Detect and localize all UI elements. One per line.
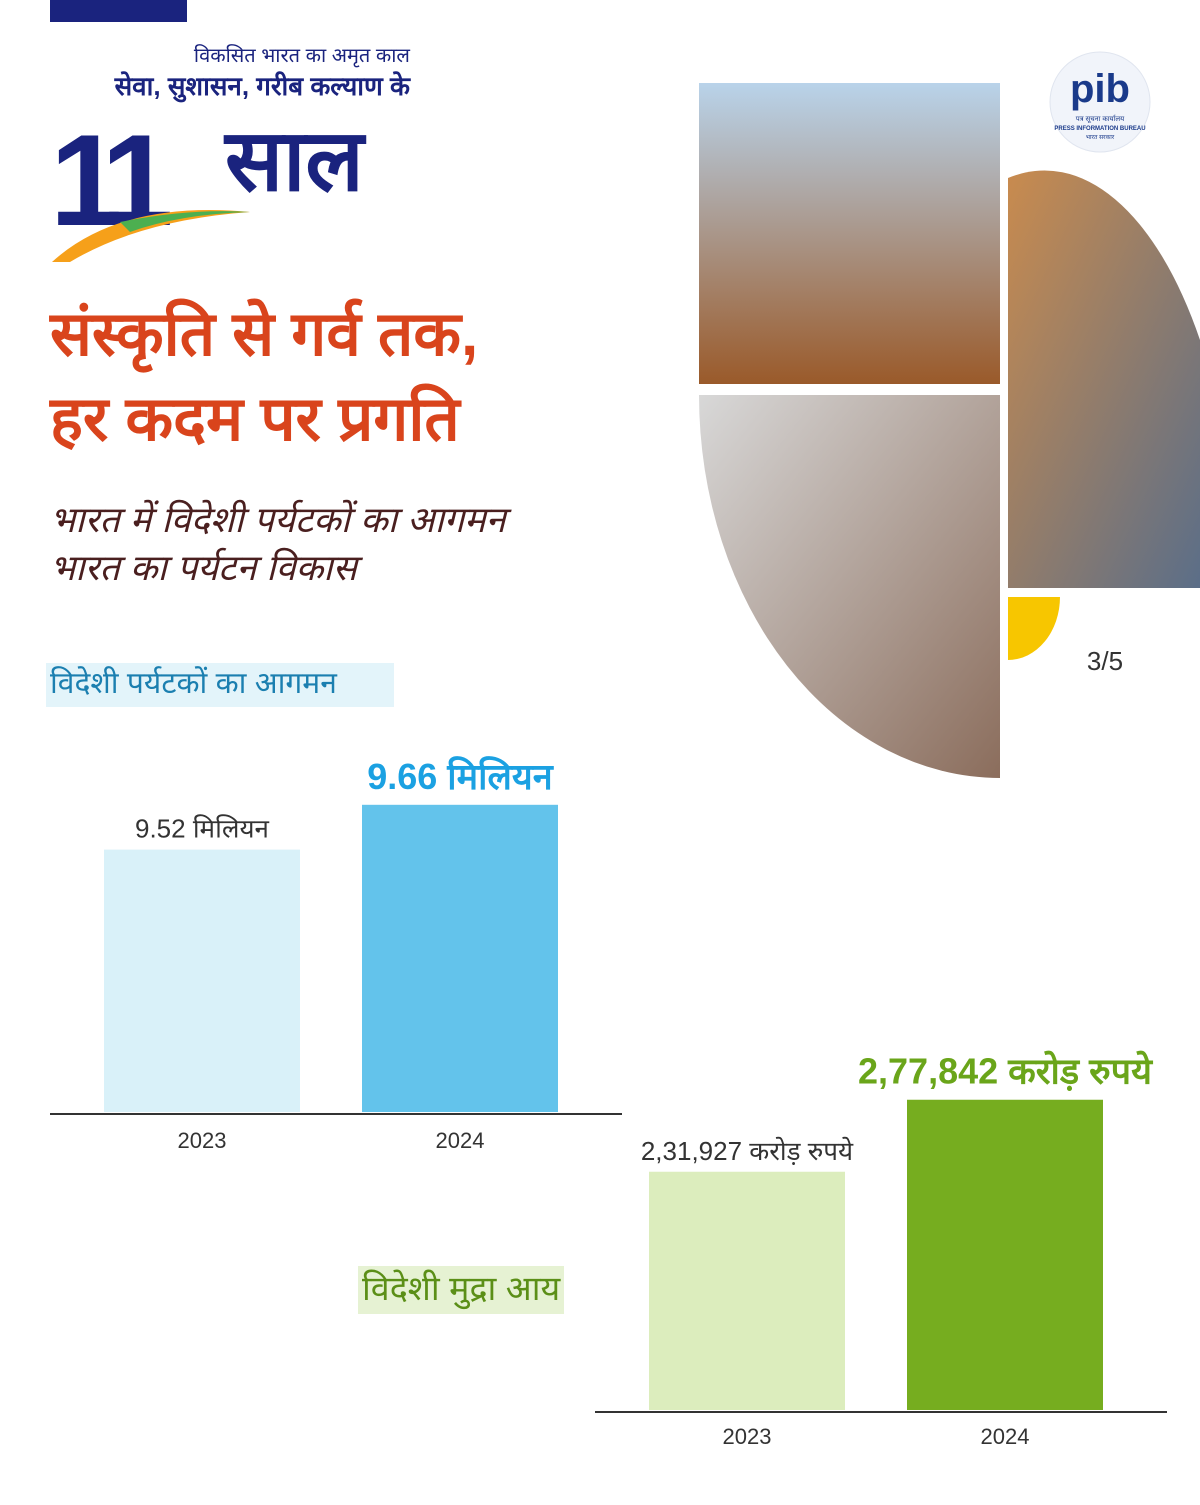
x-tick-label: 2024 (981, 1424, 1030, 1449)
logo-mark: pib (1070, 67, 1130, 111)
bar (907, 1099, 1103, 1410)
headline: संस्कृति से गर्व तक, (49, 298, 478, 373)
headline: हर कदम पर प्रगति (49, 383, 462, 454)
decoration (1008, 597, 1060, 660)
logo-hindi: पत्र सूचना कार्यालय (1076, 114, 1125, 123)
logo-english: PRESS INFORMATION BUREAU (1054, 126, 1145, 132)
chart-title-bg (358, 1266, 564, 1314)
bar (362, 804, 558, 1112)
bar (104, 849, 300, 1112)
photo (699, 83, 1000, 384)
top-bar (50, 0, 187, 22)
photo (699, 395, 1000, 778)
word: साल (223, 113, 366, 209)
tagline: विकसित भारत का अमृत काल (194, 44, 411, 68)
value-label: 9.66 मिलियन (367, 756, 555, 797)
swoosh-green (120, 211, 250, 232)
subheadline: भारत में विदेशी पर्यटकों का आगमन (50, 499, 513, 540)
chart-title: विदेशी मुद्रा आय (362, 1269, 562, 1310)
logo (1049, 51, 1151, 153)
chart-title-bg (46, 663, 394, 707)
value-label: 2,77,842 करोड़ रुपये (858, 1051, 1153, 1092)
logo-govt: भारत सरकार (1086, 135, 1115, 141)
value-label: 2,31,927 करोड़ रुपये (641, 1136, 854, 1166)
subheadline: भारत का पर्यटन विकास (50, 547, 364, 588)
subtitle: सेवा, सुशासन, गरीब कल्याण के (114, 71, 411, 103)
page-indicator: 3/5 (1087, 646, 1123, 676)
x-tick-label: 2023 (723, 1424, 772, 1449)
chart-title: विदेशी पर्यटकों का आगमन (50, 666, 338, 700)
x-tick-label: 2024 (436, 1128, 485, 1153)
bar (649, 1171, 845, 1410)
photo (1008, 170, 1200, 588)
x-tick-label: 2023 (178, 1128, 227, 1153)
value-label: 9.52 मिलियन (135, 814, 270, 844)
